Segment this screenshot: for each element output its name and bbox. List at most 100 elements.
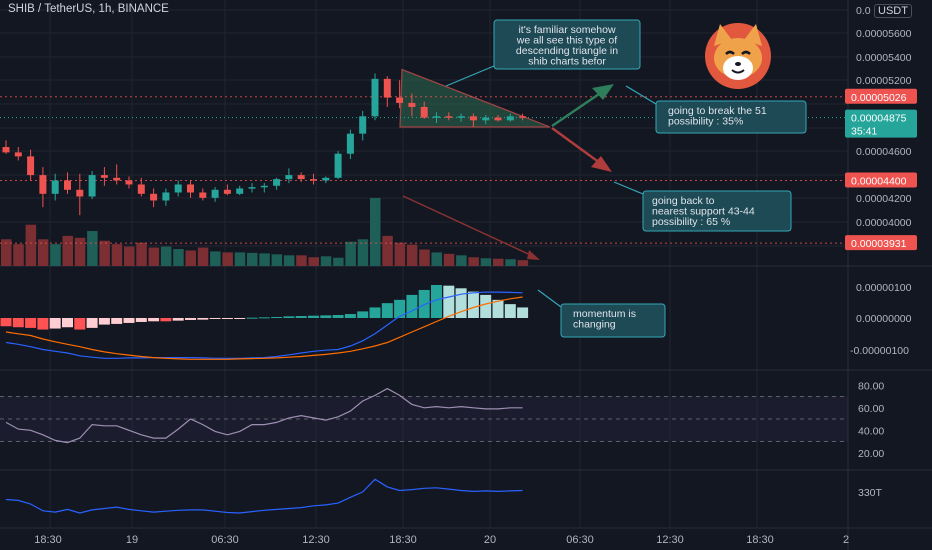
macd-histogram-bar	[320, 315, 332, 318]
volume-trend-arrowhead	[527, 250, 540, 260]
candle-body	[433, 116, 440, 118]
macd-histogram-bar	[197, 318, 209, 320]
volume-bar	[87, 231, 98, 266]
macd-histogram-bar	[234, 318, 246, 319]
candle-body	[51, 180, 59, 194]
symbol-title: SHIB / TetherUS, 1h, BINANCE	[8, 3, 169, 15]
volume-bar	[222, 252, 233, 266]
macd-histogram-bar	[148, 318, 160, 322]
triangle-note-box[interactable]	[493, 19, 641, 70]
break-note-pointer	[625, 85, 657, 105]
price-tick-label: 0.00004600	[856, 146, 912, 158]
macd-histogram-bar	[295, 316, 307, 318]
break-note-box[interactable]	[655, 100, 807, 134]
rsi-line	[5, 387, 523, 444]
candle-body	[396, 97, 404, 103]
volume-bar	[443, 253, 455, 266]
triangle-note-text: shib charts befor	[528, 56, 606, 68]
candle-body	[14, 152, 22, 157]
volume-bar	[247, 252, 258, 266]
volume-bar	[136, 242, 147, 266]
candle-body	[420, 106, 428, 118]
macd-histogram-bar	[62, 318, 73, 328]
support-note-box[interactable]	[642, 190, 792, 232]
support-price-label-tag	[845, 172, 917, 188]
macd-histogram-bar	[160, 318, 172, 322]
macd-histogram-bar	[492, 299, 504, 318]
volume-bar	[283, 255, 295, 266]
price-tick-label: 0.00005600	[856, 28, 912, 40]
macd-histogram-bar	[443, 285, 455, 318]
volume-bar	[431, 252, 442, 266]
volume-bar	[419, 249, 430, 266]
volume-bar	[271, 254, 283, 266]
bullish-arrow	[551, 90, 603, 128]
macd-histogram-bar	[517, 307, 529, 318]
volume-bar	[37, 239, 49, 266]
volume-bar	[296, 255, 307, 266]
volume-bar	[493, 258, 504, 266]
last-price-label-tag	[845, 109, 917, 138]
macd-tick-label: 0.00000000	[856, 313, 912, 325]
candle-body	[187, 184, 194, 193]
triangle-note-text: it's familiar somehow	[518, 24, 616, 36]
macd-histogram-bar	[406, 294, 418, 318]
candle-body	[346, 133, 354, 154]
momentum-note-box[interactable]	[560, 303, 666, 338]
candle-body	[285, 175, 293, 180]
time-tick-label: 12:30	[656, 534, 684, 546]
candle-body	[100, 175, 108, 178]
volume-bar	[173, 249, 184, 266]
volume-bar	[333, 257, 344, 266]
candle-body	[150, 193, 158, 201]
break-note-text: going to break the 51	[668, 105, 767, 117]
momentum-note-text: momentum is	[573, 308, 636, 320]
triangle-note-text: descending triangle in	[516, 45, 618, 57]
triangle-note-text: we all see this type of	[516, 35, 617, 47]
break-note-text: possibility : 35%	[668, 116, 743, 128]
macd-histogram-bar	[135, 318, 147, 322]
volume-bar	[13, 244, 24, 266]
candle-body	[162, 192, 170, 201]
rsi-tick-label: 60.00	[858, 403, 884, 415]
candle-body	[2, 147, 10, 153]
volume-bar	[382, 235, 393, 266]
time-tick-label: 06:30	[566, 534, 594, 546]
candle-body	[174, 184, 182, 193]
candle-body	[248, 187, 256, 189]
candle-body	[322, 177, 330, 181]
price-tick-label: 0.00005400	[856, 52, 912, 64]
volume-bar	[517, 260, 529, 266]
volume-bar	[25, 224, 37, 266]
candle-body	[125, 180, 133, 185]
time-tick-label: 20	[484, 534, 496, 546]
macd-histogram-bar	[0, 318, 12, 327]
time-tick-label: 18:30	[389, 534, 417, 546]
time-tick-label: 12:30	[302, 534, 330, 546]
low-price-label-tag	[845, 235, 917, 251]
volume-bar	[370, 198, 381, 266]
macd-histogram-bar	[480, 294, 492, 318]
candle-body	[64, 180, 71, 190]
candle-body	[506, 116, 514, 121]
volume-bar	[210, 251, 221, 266]
macd-histogram-bar	[258, 317, 270, 319]
candle-body	[199, 192, 207, 198]
candle-body	[236, 188, 244, 194]
candle-body	[27, 156, 35, 176]
signal-line	[5, 296, 523, 360]
candle-body	[137, 184, 145, 194]
macd-histogram-bar	[467, 291, 479, 318]
macd-histogram-bar	[123, 318, 135, 323]
volume-bar	[320, 256, 332, 266]
rsi-tick-label: 80.00	[858, 380, 884, 392]
shiba-logo-icon	[705, 23, 771, 89]
candle-body	[39, 175, 47, 194]
support-note-pointer	[613, 181, 644, 195]
macd-histogram-bar	[209, 318, 221, 319]
currency-button[interactable]: USDT	[874, 4, 912, 18]
candle-body	[359, 116, 367, 134]
candle-body	[223, 189, 231, 194]
volume-bar	[456, 255, 467, 266]
